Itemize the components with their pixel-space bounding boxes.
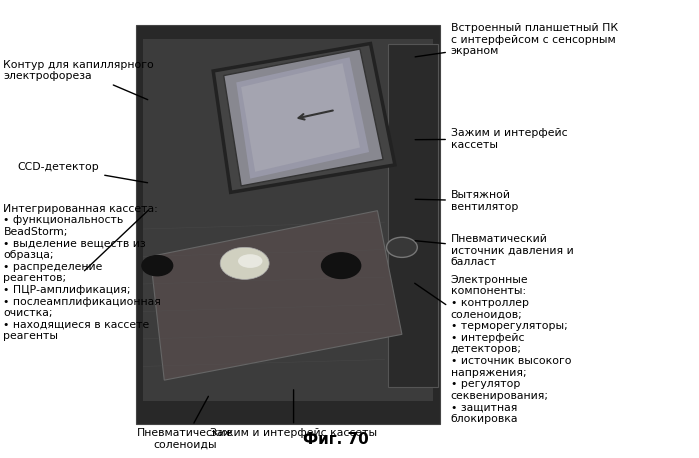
Text: Вытяжной
вентилятор: Вытяжной вентилятор	[415, 190, 518, 212]
Polygon shape	[241, 63, 360, 172]
Text: Фиг. 70: Фиг. 70	[303, 431, 368, 447]
Text: Встроенный планшетный ПК
с интерфейсом с сенсорным
экраном: Встроенный планшетный ПК с интерфейсом с…	[415, 23, 618, 57]
Polygon shape	[236, 57, 369, 179]
Circle shape	[142, 256, 173, 276]
Circle shape	[322, 253, 361, 278]
Circle shape	[387, 237, 417, 257]
Text: Зажим и интерфейс
кассеты: Зажим и интерфейс кассеты	[415, 128, 568, 150]
Text: Электронные
компоненты:
• контроллер
соленоидов;
• терморегуляторы;
• интерфейс
: Электронные компоненты: • контроллер сол…	[415, 275, 571, 424]
Text: Зажим и интерфейс кассеты: Зажим и интерфейс кассеты	[210, 390, 377, 438]
Text: CCD-детектор: CCD-детектор	[17, 162, 147, 183]
Polygon shape	[150, 211, 402, 380]
Text: Контур для капиллярного
электрофореза: Контур для капиллярного электрофореза	[3, 60, 154, 100]
Ellipse shape	[238, 254, 262, 268]
Bar	[143, 39, 433, 401]
Text: Пневматический
источник давления и
балласт: Пневматический источник давления и балла…	[415, 234, 574, 267]
Bar	[388, 44, 438, 387]
Polygon shape	[224, 49, 383, 186]
Polygon shape	[213, 44, 395, 192]
Bar	[136, 25, 440, 424]
Text: Интегрированная кассета:
• функциональность
BeadStorm;
• выделение веществ из
об: Интегрированная кассета: • функционально…	[3, 204, 161, 341]
Ellipse shape	[220, 247, 269, 279]
Text: Пневматические
соленоиды: Пневматические соленоиды	[137, 396, 233, 450]
